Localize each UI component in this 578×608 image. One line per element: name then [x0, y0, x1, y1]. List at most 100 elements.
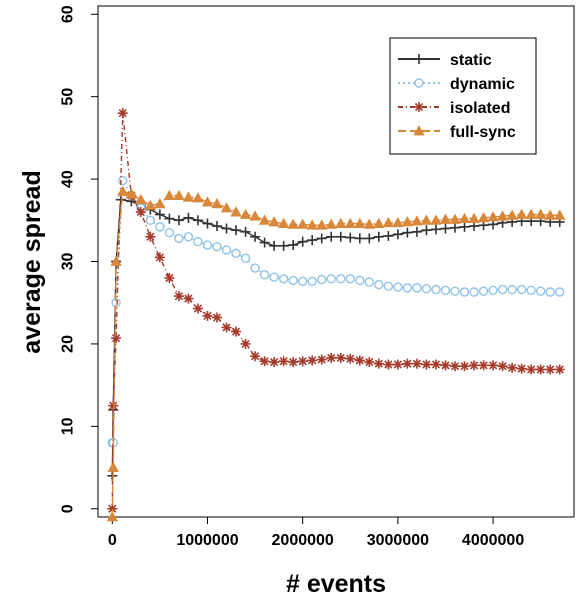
data-point	[110, 255, 122, 266]
data-point	[516, 284, 527, 295]
data-point	[430, 214, 442, 225]
data-point	[107, 461, 119, 472]
data-point	[459, 287, 470, 297]
data-point	[297, 236, 308, 247]
data-point	[239, 208, 252, 219]
data-point	[259, 356, 270, 367]
data-point	[373, 217, 385, 228]
x-tick-label: 3000000	[367, 532, 429, 549]
data-point	[392, 359, 403, 370]
data-point	[240, 253, 251, 263]
legend-marker	[414, 54, 424, 64]
data-point	[516, 363, 527, 374]
data-point	[469, 360, 480, 371]
data-point	[459, 221, 470, 232]
data-point	[164, 213, 175, 224]
data-point	[364, 277, 375, 287]
data-point	[212, 312, 222, 323]
data-point	[450, 286, 460, 296]
data-point	[182, 191, 195, 202]
data-point	[221, 245, 232, 255]
data-point	[269, 240, 280, 251]
data-point	[163, 189, 176, 200]
data-point	[211, 197, 223, 209]
data-point	[535, 286, 546, 296]
legend-marker	[413, 125, 425, 136]
data-point	[192, 303, 203, 314]
data-point	[364, 233, 375, 244]
data-point	[326, 231, 337, 242]
data-point	[488, 360, 499, 371]
data-point	[402, 358, 413, 369]
data-point	[535, 208, 547, 219]
data-point	[440, 223, 451, 234]
legend-label: dynamic	[450, 76, 515, 93]
data-point	[555, 287, 565, 297]
data-point	[193, 237, 203, 247]
data-point	[468, 212, 480, 224]
data-point	[154, 252, 165, 263]
data-point	[526, 285, 536, 296]
data-point	[183, 232, 194, 242]
x-tick-label: 1000000	[176, 532, 238, 549]
data-point	[544, 209, 556, 220]
data-point	[439, 213, 452, 224]
data-point	[231, 248, 241, 258]
data-point	[525, 208, 537, 219]
data-point	[117, 108, 128, 119]
data-point	[392, 216, 404, 228]
legend-label: full-sync	[450, 124, 516, 141]
data-point	[269, 357, 280, 368]
data-point	[487, 211, 499, 222]
data-point	[336, 274, 346, 284]
x-tick-label: 2000000	[272, 532, 334, 549]
x-axis: 0 1000000 2000000 3000000 4000000	[108, 517, 524, 549]
data-point	[297, 356, 308, 367]
data-point	[268, 216, 280, 227]
data-point	[117, 185, 129, 196]
y-axis-label: average spread	[18, 170, 46, 353]
data-point	[345, 274, 355, 284]
data-point	[506, 209, 518, 220]
data-point	[154, 209, 165, 220]
data-point	[440, 360, 451, 371]
data-point	[106, 511, 118, 522]
series-static	[107, 194, 565, 481]
data-point	[183, 212, 194, 223]
data-point	[401, 216, 414, 227]
data-point	[307, 276, 317, 286]
data-point	[497, 361, 508, 372]
data-point	[354, 233, 365, 244]
data-point	[554, 209, 566, 220]
data-point	[364, 357, 375, 368]
data-point	[326, 352, 337, 363]
data-point	[496, 210, 509, 221]
legend-entry: full-sync	[398, 124, 516, 141]
data-point	[421, 225, 432, 236]
data-point	[212, 221, 222, 232]
data-point	[316, 233, 327, 244]
data-point	[469, 287, 479, 297]
x-tick-label: 4000000	[462, 532, 524, 549]
data-point	[201, 196, 214, 207]
data-point	[220, 202, 233, 213]
y-tick-label: 10	[60, 417, 77, 435]
data-point	[173, 215, 184, 226]
data-point	[145, 231, 156, 242]
data-point	[421, 283, 432, 294]
data-point	[383, 359, 394, 370]
data-point	[135, 193, 147, 205]
data-point	[430, 359, 441, 370]
data-point	[363, 218, 375, 229]
y-tick-label: 20	[60, 335, 77, 353]
data-point	[545, 364, 556, 375]
y-axis: 0 10 20 30 40 50 60	[60, 5, 98, 513]
data-point	[108, 400, 119, 411]
data-point	[221, 223, 232, 234]
data-point	[307, 235, 318, 246]
series-full-sync	[106, 185, 566, 522]
data-point	[306, 219, 318, 230]
data-point	[497, 284, 508, 295]
data-point	[173, 291, 184, 302]
